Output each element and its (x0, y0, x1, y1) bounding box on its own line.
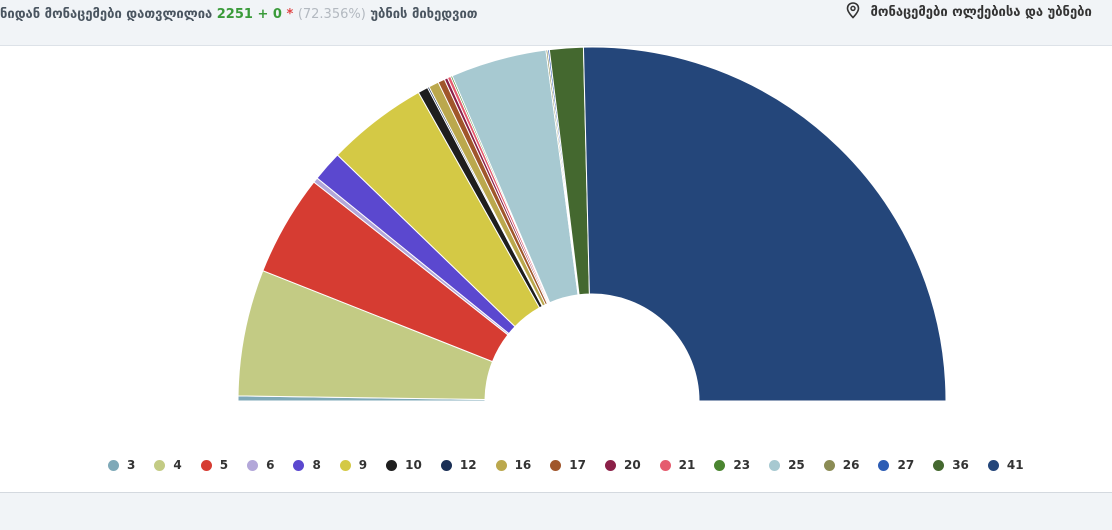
legend-item-9[interactable]: 9 (339, 458, 368, 472)
legend-label: 36 (952, 458, 969, 472)
district-data-label: მონაცემები ოლქებისა და უბნები (870, 5, 1092, 20)
legend-label: 26 (842, 458, 860, 472)
legend-label: 12 (459, 458, 477, 472)
legend-swatch (440, 459, 452, 471)
asterisk: * (286, 7, 294, 22)
legend-swatch (604, 459, 616, 471)
legend-swatch (878, 459, 890, 471)
counted-percent: (72.356%) (297, 7, 366, 22)
legend-item-21[interactable]: 21 (659, 458, 696, 472)
legend-item-6[interactable]: 6 (247, 458, 274, 472)
legend-swatch (550, 459, 562, 471)
legend-item-17[interactable]: 17 (550, 458, 586, 472)
district-data-link[interactable]: მონაცემები ოლქებისა და უბნები (846, 2, 1092, 20)
legend-label: 3 (127, 458, 136, 472)
legend-item-27[interactable]: 27 (878, 458, 914, 472)
counting-status: ნიდან მონაცემები დათვლილია 2251 + 0 * (7… (0, 7, 478, 22)
legend-label: 16 (514, 458, 532, 472)
seat-distribution-chart (237, 46, 947, 402)
legend-swatch (933, 459, 945, 471)
legend-label: 25 (788, 458, 805, 472)
legend-label: 27 (897, 458, 915, 472)
location-pin-icon (846, 2, 860, 19)
legend-item-8[interactable]: 8 (293, 458, 321, 472)
legend-swatch (495, 459, 507, 471)
slice-41[interactable] (582, 46, 947, 402)
legend-item-36[interactable]: 36 (933, 458, 969, 472)
legend-item-20[interactable]: 20 (604, 458, 641, 472)
legend-item-25[interactable]: 25 (769, 458, 805, 472)
legend-label: 20 (623, 458, 641, 472)
legend-item-16[interactable]: 16 (495, 458, 532, 472)
legend-swatch (659, 459, 671, 471)
legend-label: 5 (219, 458, 229, 472)
legend-swatch (386, 459, 398, 471)
legend-item-3[interactable]: 3 (108, 458, 135, 472)
legend-item-5[interactable]: 5 (200, 458, 229, 472)
legend-swatch (987, 459, 999, 471)
legend-item-10[interactable]: 10 (386, 458, 422, 472)
chart-legend: 3 4 5 6 8 9 10 12 16 17 20 21 23 25 26 27 36 41 (108, 456, 1043, 474)
chart-panel: 3 4 5 6 8 9 10 12 16 17 20 21 23 25 26 27 36 41 (0, 46, 1112, 493)
top-bar: ნიდან მონაცემები დათვლილია 2251 + 0 * (7… (0, 0, 1112, 46)
legend-label: 41 (1006, 458, 1024, 472)
legend-swatch (293, 459, 305, 471)
legend-label: 17 (569, 458, 586, 472)
legend-swatch (339, 459, 351, 471)
legend-swatch (200, 459, 212, 471)
legend-item-41[interactable]: 41 (987, 458, 1024, 472)
legend-swatch (108, 459, 119, 471)
legend-swatch (769, 459, 781, 471)
legend-label: 21 (678, 458, 696, 472)
status-text: ნიდან მონაცემები დათვლილია (0, 7, 213, 22)
counted-precincts: 2251 + 0 (216, 7, 282, 22)
legend-label: 4 (173, 458, 182, 472)
legend-swatch (823, 459, 835, 471)
legend-label: 8 (312, 458, 321, 472)
status-suffix: უბნის მიხედვით (370, 7, 478, 22)
legend-label: 9 (358, 458, 368, 472)
legend-swatch (154, 459, 166, 471)
legend-label: 6 (266, 458, 275, 472)
legend-item-4[interactable]: 4 (154, 458, 182, 472)
legend-item-12[interactable]: 12 (440, 458, 477, 472)
legend-item-26[interactable]: 26 (823, 458, 860, 472)
legend-label: 10 (405, 458, 422, 472)
legend-swatch (714, 459, 726, 471)
legend-item-23[interactable]: 23 (714, 458, 750, 472)
legend-label: 23 (733, 458, 751, 472)
legend-swatch (247, 459, 259, 471)
